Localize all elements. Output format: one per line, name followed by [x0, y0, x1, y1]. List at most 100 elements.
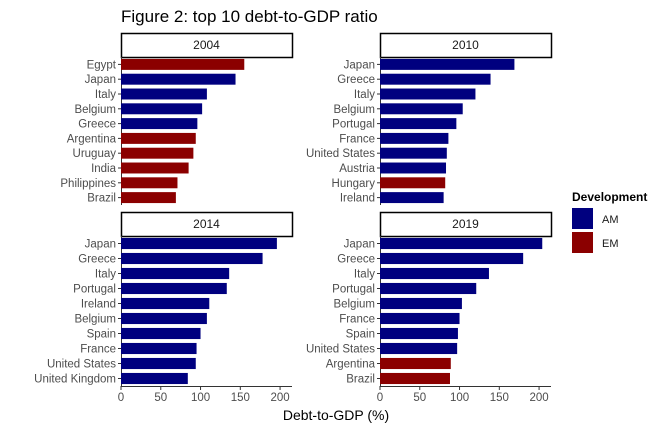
- category-label: United States: [306, 148, 375, 160]
- bar-2004-italy: [121, 88, 207, 100]
- bar-2004-japan: [121, 73, 236, 85]
- legend-swatch-am: [572, 208, 593, 229]
- bar-2019-japan: [380, 237, 543, 250]
- legend: Development AM EM: [572, 190, 647, 253]
- panel-strip: [120, 211, 294, 238]
- category-label: Belgium: [333, 299, 375, 311]
- bar-2010-austria: [380, 162, 447, 174]
- category-label: Italy: [354, 89, 375, 101]
- bar-2010-france: [380, 132, 449, 144]
- bar-2004-egypt: [121, 58, 245, 70]
- x-tick-label: 50: [413, 392, 426, 404]
- category-label: Ireland: [340, 193, 375, 205]
- bar-2014-spain: [121, 327, 201, 340]
- bar-2010-japan: [380, 58, 515, 70]
- category-label: Italy: [95, 89, 116, 101]
- bar-2014-ireland: [121, 297, 210, 310]
- category-label: Brazil: [87, 193, 116, 205]
- x-tick-label: 150: [231, 392, 250, 404]
- category-label: France: [339, 314, 375, 326]
- bar-2004-argentina: [121, 132, 196, 144]
- x-axis-title: Debt-to-GDP (%): [283, 407, 389, 423]
- bar-2010-italy: [380, 88, 476, 100]
- category-label: Austria: [339, 163, 375, 175]
- panel-strip: [120, 32, 294, 59]
- panel-2010: 2010 Japan Greece Italy Belgium Portugal Franc…: [306, 32, 553, 205]
- category-label: Argentina: [326, 359, 376, 371]
- bar-2004-belgium: [121, 103, 203, 115]
- category-label: Japan: [344, 59, 375, 71]
- bar-2019-argentina: [380, 357, 451, 370]
- bar-2004-india: [121, 162, 189, 174]
- category-label: France: [80, 344, 116, 356]
- panel-strip-label: 2004: [193, 38, 220, 52]
- bar-2004-greece: [121, 118, 198, 130]
- category-label: Japan: [344, 239, 375, 251]
- category-label: United States: [306, 344, 375, 356]
- bar-2019-spain: [380, 327, 458, 340]
- category-label: Belgium: [74, 314, 116, 326]
- x-tick-label: 0: [377, 392, 383, 404]
- category-label: Greece: [337, 74, 375, 86]
- category-label: Greece: [337, 254, 375, 266]
- bar-2014-italy: [121, 267, 230, 280]
- category-label: Japan: [85, 239, 116, 251]
- bar-2004-brazil: [121, 192, 176, 204]
- bar-2014-japan: [121, 237, 277, 250]
- category-label: Belgium: [74, 104, 116, 116]
- x-tick-label: 200: [529, 392, 548, 404]
- chart-title: Figure 2: top 10 debt-to-GDP ratio: [121, 7, 378, 26]
- panel-strip: [379, 211, 553, 238]
- category-label: Italy: [95, 269, 116, 281]
- bar-2019-brazil: [380, 372, 450, 385]
- category-label: Portugal: [332, 284, 375, 296]
- category-label: Belgium: [333, 104, 375, 116]
- bar-2010-united-states: [380, 147, 447, 159]
- category-label: Egypt: [87, 59, 117, 71]
- panel-strip-label: 2019: [452, 217, 479, 231]
- bar-2019-italy: [380, 267, 489, 280]
- bar-2014-united-states: [121, 357, 196, 370]
- panel-2019: 2019 Japan Greece Italy Portugal Belgium Franc…: [306, 211, 553, 404]
- legend-label-am: AM: [602, 214, 619, 226]
- panel-2014: 2014 Japan Greece Italy Portugal Ireland Belgi…: [34, 211, 294, 404]
- x-tick-label: 0: [118, 392, 124, 404]
- bar-2014-portugal: [121, 282, 227, 295]
- bar-2014-belgium: [121, 312, 207, 325]
- bar-2010-hungary: [380, 177, 446, 189]
- bar-2014-greece: [121, 252, 263, 265]
- category-label: Brazil: [346, 374, 375, 386]
- category-label: Hungary: [332, 178, 376, 190]
- panel-strip-label: 2014: [193, 217, 220, 231]
- bar-2019-greece: [380, 252, 524, 265]
- panel-strip-label: 2010: [452, 38, 479, 52]
- x-tick-label: 50: [154, 392, 167, 404]
- category-label: Spain: [346, 329, 375, 341]
- bar-2010-portugal: [380, 118, 457, 130]
- category-label: Greece: [78, 254, 116, 266]
- category-label: Ireland: [81, 299, 116, 311]
- bar-2019-portugal: [380, 282, 477, 295]
- legend-swatch-em: [572, 232, 593, 253]
- legend-label-em: EM: [602, 238, 619, 250]
- bar-2014-united-kingdom: [121, 372, 188, 385]
- panel-strip: [379, 32, 553, 59]
- x-tick-label: 200: [270, 392, 289, 404]
- category-label: Portugal: [73, 284, 116, 296]
- bar-2014-france: [121, 342, 197, 355]
- category-label: Argentina: [67, 133, 117, 145]
- bar-2004-uruguay: [121, 147, 194, 159]
- category-label: Japan: [85, 74, 116, 86]
- bar-2010-belgium: [380, 103, 463, 115]
- panel-2004: 2004 Egypt Japan Italy Belgium Greece Argentin…: [60, 32, 294, 205]
- category-label: Italy: [354, 269, 375, 281]
- bar-2019-france: [380, 312, 460, 325]
- category-label: United States: [47, 359, 116, 371]
- bar-2010-ireland: [380, 192, 444, 204]
- bar-2004-philippines: [121, 177, 178, 189]
- category-label: India: [91, 163, 117, 175]
- category-label: Spain: [87, 329, 116, 341]
- category-label: United Kingdom: [34, 374, 116, 386]
- x-tick-label: 100: [450, 392, 469, 404]
